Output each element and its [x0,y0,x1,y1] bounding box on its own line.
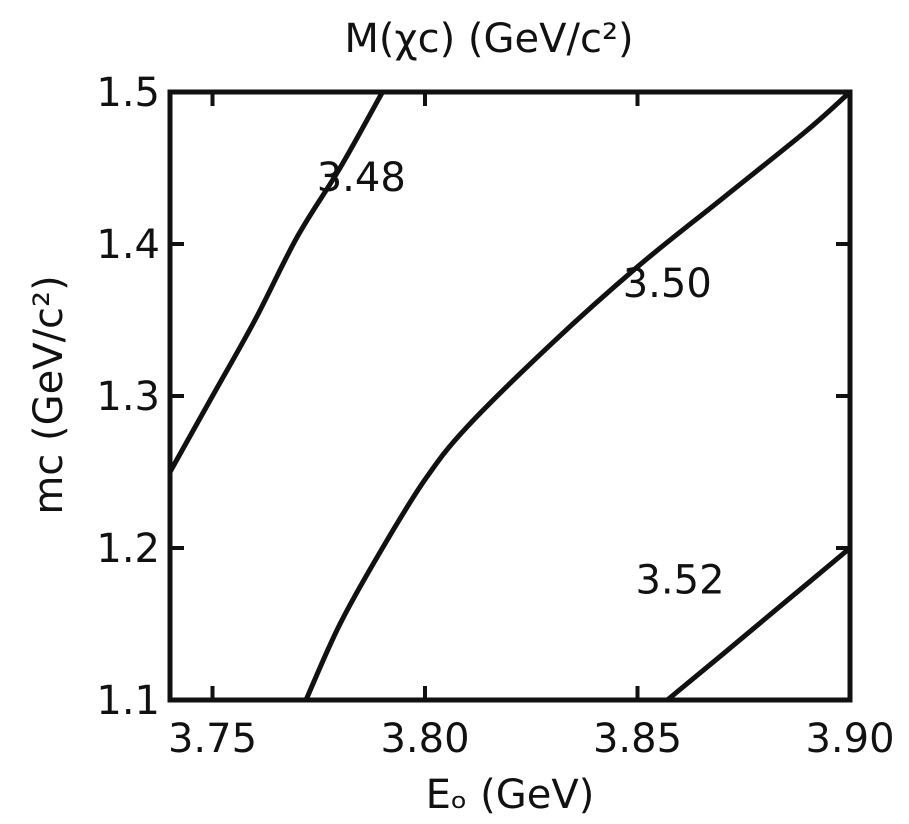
x-tick-label: 3.85 [593,716,682,762]
contour-line-3-50 [303,89,853,703]
y-tick-label: 1.1 [96,678,160,724]
chart-marks: 3.75 3.80 3.85 3.90 1.1 1.2 1.3 1.4 1.5 3.48 3.50 3… [96,70,894,762]
x-tick-label: 3.75 [168,716,257,762]
contour-label-3-50: 3.50 [623,261,712,307]
y-tick-label: 1.2 [96,526,160,572]
y-tick-label: 1.3 [96,374,160,420]
chart-title: M(χc) (GeV/c²) [344,16,633,62]
x-tick-label: 3.90 [805,716,894,762]
x-axis-label: Eₒ (GeV) [426,772,595,818]
x-tick-label: 3.80 [380,716,469,762]
y-axis-label: mc (GeV/c²) [26,275,72,514]
contour-line-3-52 [664,545,853,703]
contour-label-3-52: 3.52 [635,558,724,604]
plot-frame [167,89,853,703]
contour-label-3-48: 3.48 [317,155,406,201]
y-tick-label: 1.5 [96,70,160,116]
y-tick-label: 1.4 [96,222,160,268]
contour-line-3-48 [167,89,385,475]
